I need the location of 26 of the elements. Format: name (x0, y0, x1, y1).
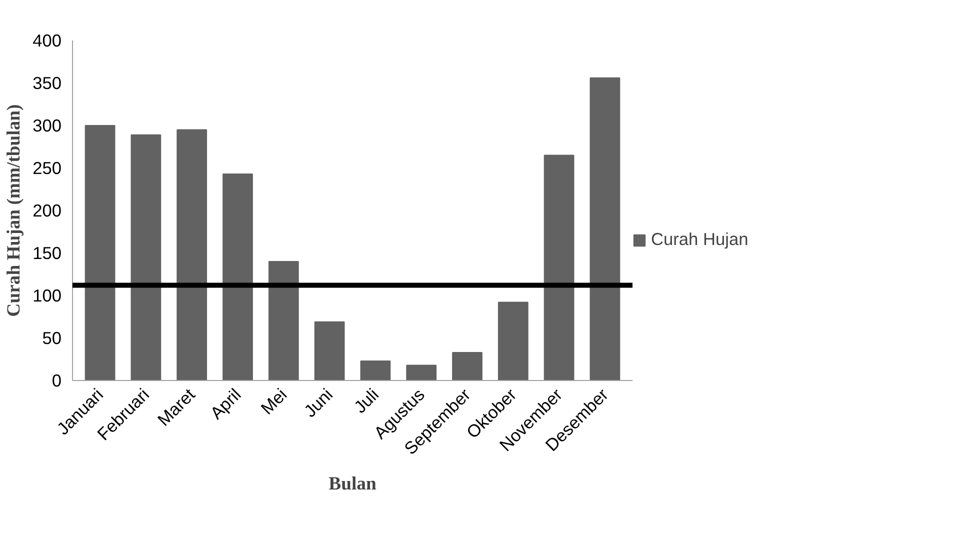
x-tick-label: Juni (300, 384, 337, 422)
bar (452, 352, 482, 380)
y-tick-label: 0 (52, 370, 62, 390)
y-tick-label: 250 (32, 158, 62, 178)
bar (544, 154, 574, 380)
y-tick-label: 350 (32, 73, 62, 93)
bar (268, 261, 299, 380)
y-tick-label: 300 (32, 116, 62, 136)
bar (176, 129, 208, 380)
bar (360, 360, 391, 380)
x-tick-label: Mei (256, 384, 291, 418)
y-tick-label: 400 (32, 30, 62, 50)
bar (222, 173, 253, 380)
y-axis-title: Curah Hujan (mm/tbulan) (4, 104, 25, 317)
bar (84, 125, 116, 380)
bar (590, 77, 620, 380)
y-tick-label: 150 (32, 243, 62, 263)
bar (406, 364, 437, 380)
y-tick-label: 200 (32, 200, 62, 220)
legend-label: Curah Hujan (651, 229, 748, 250)
bar (498, 302, 528, 380)
bar (130, 134, 162, 380)
y-tick-label: 50 (42, 328, 62, 348)
y-tick-label: 100 (32, 286, 62, 306)
bar (314, 321, 345, 380)
x-axis-title: Bulan (328, 474, 377, 495)
